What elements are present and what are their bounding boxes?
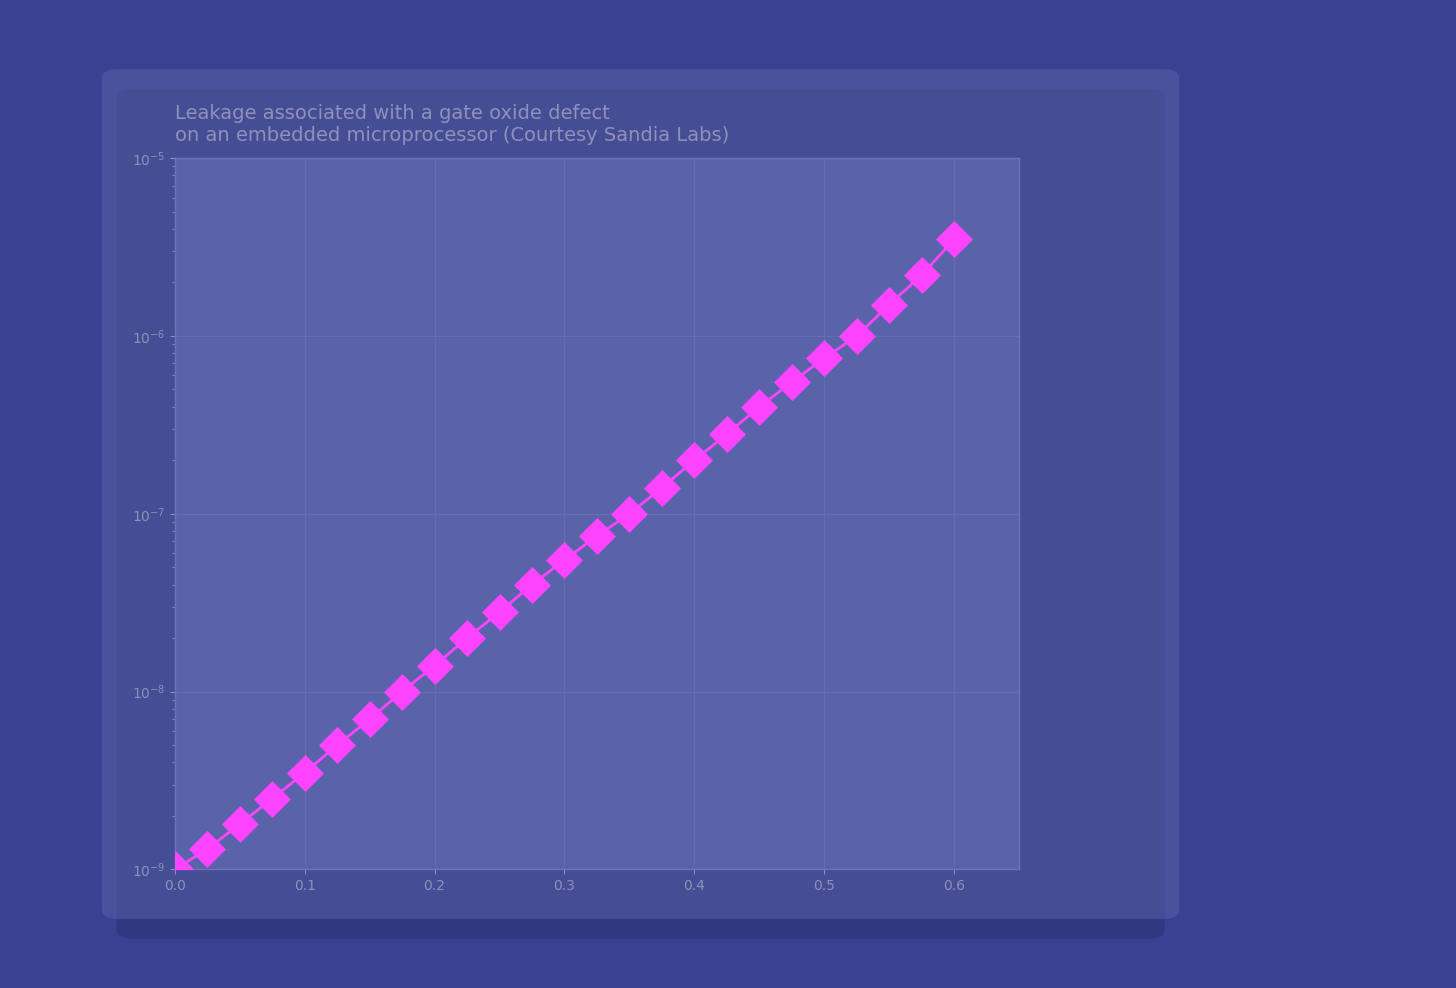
Text: Leakage associated with a gate oxide defect
on an embedded microprocessor (Court: Leakage associated with a gate oxide def… <box>175 105 729 145</box>
